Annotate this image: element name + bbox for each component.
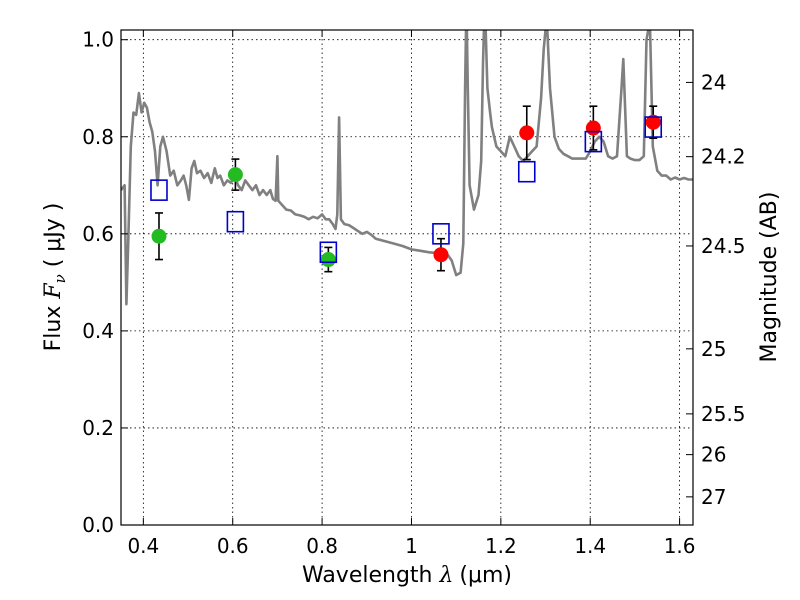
observed-flux-point xyxy=(433,247,449,263)
x-tick-label: 1.6 xyxy=(664,534,696,558)
observed-flux-point xyxy=(645,114,661,130)
model-photometry-square xyxy=(584,130,603,153)
x-axis-label: Wavelength λ (μm) xyxy=(302,563,512,588)
model-photometry-square xyxy=(432,223,450,245)
model-photometry-square xyxy=(517,160,536,183)
data-points-layer xyxy=(150,105,663,273)
y2-tick-label: 24 xyxy=(701,70,726,94)
x-tick-label: 0.4 xyxy=(127,534,159,558)
axis-ticks: 0.4 0.6 0.8 1 1.2 1.4 1.6 0.0 0.2 0.4 0.6 0.8 1.0 24 2… xyxy=(82,28,745,558)
model-photometry-square xyxy=(644,116,663,138)
y-tick-label: 0.8 xyxy=(82,125,114,149)
y2-tick-label: 24.2 xyxy=(701,145,746,169)
observed-flux-point xyxy=(585,120,601,136)
y2-tick-label: 25 xyxy=(701,337,726,361)
y-tick-label: 1.0 xyxy=(82,28,114,52)
observed-flux-point xyxy=(320,252,336,268)
plot-background xyxy=(121,30,693,525)
model-spectrum-layer xyxy=(121,30,693,306)
y-axis-label: Flux Fν ( μJy ) xyxy=(41,203,69,352)
model-photometry-square xyxy=(319,241,338,264)
x-tick-label: 0.6 xyxy=(217,534,249,558)
y2-tick-label: 26 xyxy=(701,443,726,467)
y2-tick-label: 24.5 xyxy=(701,234,746,258)
y-tick-label: 0.0 xyxy=(82,513,114,537)
x-tick-label: 0.8 xyxy=(306,534,338,558)
model-photometry-square xyxy=(150,179,168,201)
y-tick-label: 0.4 xyxy=(82,319,114,343)
y-tick-label: 0.6 xyxy=(82,222,114,246)
plot-frame xyxy=(120,29,694,526)
x-tick-label: 1 xyxy=(405,534,418,558)
observed-flux-point xyxy=(227,167,243,183)
observed-flux-point xyxy=(519,125,535,141)
observed-flux-point xyxy=(151,228,167,244)
x-tick-label: 1.4 xyxy=(574,534,606,558)
y-tick-label: 0.2 xyxy=(82,416,114,440)
y2-axis-label: Magnitude (AB) xyxy=(757,192,782,363)
y2-tick-label: 27 xyxy=(701,485,726,509)
x-tick-label: 1.2 xyxy=(485,534,517,558)
y2-tick-label: 25.5 xyxy=(701,402,746,426)
model-photometry-square xyxy=(226,210,245,233)
model-spectrum-line xyxy=(121,30,693,306)
grid-lines xyxy=(121,30,693,525)
